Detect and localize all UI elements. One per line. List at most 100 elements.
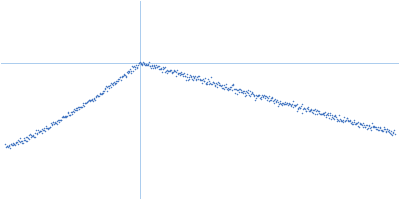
Point (248, 91, 255, 94)
Point (324, 112, 330, 115)
Point (90, 96, 97, 99)
Point (384, 127, 391, 130)
Point (184, 72, 190, 76)
Point (42, 127, 49, 130)
Point (37, 130, 43, 133)
Point (106, 84, 112, 87)
Point (186, 75, 192, 78)
Point (6, 144, 12, 147)
Point (288, 104, 294, 107)
Point (269, 96, 276, 99)
Point (56, 119, 62, 122)
Point (303, 109, 310, 112)
Point (160, 67, 166, 71)
Point (382, 127, 388, 130)
Point (299, 111, 306, 114)
Point (212, 84, 218, 87)
Point (116, 78, 122, 81)
Point (305, 108, 312, 111)
Point (174, 71, 181, 75)
Point (364, 123, 370, 126)
Point (9, 144, 15, 147)
Point (241, 89, 247, 92)
Point (168, 71, 175, 74)
Point (191, 75, 197, 78)
Point (344, 117, 350, 120)
Point (286, 102, 292, 105)
Point (362, 126, 368, 129)
Point (295, 106, 301, 109)
Point (282, 103, 288, 106)
Point (286, 102, 292, 105)
Point (160, 65, 166, 68)
Point (232, 91, 238, 95)
Point (44, 127, 50, 130)
Point (50, 120, 57, 123)
Point (50, 121, 56, 124)
Point (175, 73, 182, 76)
Point (65, 112, 72, 115)
Point (330, 114, 337, 117)
Point (66, 113, 72, 116)
Point (354, 120, 361, 123)
Point (229, 88, 235, 91)
Point (51, 122, 57, 125)
Point (121, 72, 128, 75)
Point (40, 128, 46, 132)
Point (84, 100, 90, 103)
Point (256, 94, 262, 97)
Point (97, 92, 104, 95)
Point (47, 126, 54, 129)
Point (112, 82, 118, 85)
Point (352, 123, 358, 126)
Point (82, 102, 88, 105)
Point (356, 122, 363, 125)
Point (335, 119, 341, 122)
Point (388, 132, 394, 136)
Point (88, 97, 95, 100)
Point (53, 121, 59, 124)
Point (170, 70, 176, 73)
Point (314, 109, 320, 112)
Point (102, 86, 109, 89)
Point (145, 63, 152, 66)
Point (340, 118, 346, 121)
Point (9, 143, 16, 146)
Point (203, 82, 209, 85)
Point (54, 123, 60, 126)
Point (350, 118, 357, 121)
Point (59, 115, 66, 118)
Point (93, 95, 100, 98)
Point (316, 109, 322, 112)
Point (67, 113, 74, 116)
Point (218, 85, 224, 88)
Point (113, 81, 119, 84)
Point (39, 128, 46, 131)
Point (261, 93, 267, 96)
Point (96, 93, 103, 96)
Point (198, 81, 205, 84)
Point (140, 61, 146, 64)
Point (187, 75, 194, 78)
Point (7, 146, 13, 149)
Point (81, 104, 87, 107)
Point (76, 106, 82, 109)
Point (339, 119, 345, 122)
Point (33, 131, 40, 135)
Point (350, 123, 356, 126)
Point (232, 88, 239, 91)
Point (201, 79, 208, 82)
Point (122, 73, 128, 76)
Point (109, 82, 115, 86)
Point (139, 62, 146, 65)
Point (186, 78, 192, 81)
Point (276, 99, 283, 103)
Point (365, 127, 371, 130)
Point (243, 94, 250, 97)
Point (348, 122, 355, 126)
Point (77, 105, 83, 108)
Point (208, 76, 214, 79)
Point (18, 139, 24, 143)
Point (332, 113, 339, 116)
Point (38, 130, 44, 133)
